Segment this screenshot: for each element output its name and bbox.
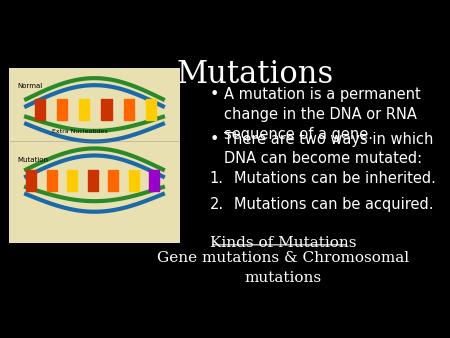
Text: Extra Nucleotides: Extra Nucleotides [52, 129, 108, 134]
Bar [67, 170, 77, 191]
Text: A mutation is a permanent
change in the DNA or RNA
sequence of a gene.: A mutation is a permanent change in the … [224, 88, 420, 142]
Text: Mutation: Mutation [18, 157, 49, 163]
Bar [26, 170, 36, 191]
Text: Kinds of Mutations: Kinds of Mutations [210, 236, 356, 250]
Bar [57, 99, 67, 120]
Bar [149, 170, 159, 191]
Bar [88, 170, 98, 191]
Text: •: • [210, 88, 219, 102]
Bar [129, 170, 139, 191]
Text: Gene mutations & Chromosomal
mutations: Gene mutations & Chromosomal mutations [157, 251, 409, 285]
Bar [35, 99, 45, 120]
Bar [108, 170, 118, 191]
Text: Mutations can be inherited.: Mutations can be inherited. [234, 171, 436, 186]
Text: •: • [210, 132, 219, 147]
Bar [47, 170, 57, 191]
Bar [146, 99, 156, 120]
Text: Normal: Normal [18, 83, 43, 90]
Text: There are two ways in which
DNA can become mutated:: There are two ways in which DNA can beco… [224, 132, 433, 166]
Bar [101, 99, 112, 120]
Bar [124, 99, 134, 120]
Text: 2.: 2. [210, 197, 224, 212]
Text: Mutations: Mutations [176, 59, 333, 90]
Text: Mutations can be acquired.: Mutations can be acquired. [234, 197, 434, 212]
Bar [79, 99, 90, 120]
Text: 1.: 1. [210, 171, 224, 186]
